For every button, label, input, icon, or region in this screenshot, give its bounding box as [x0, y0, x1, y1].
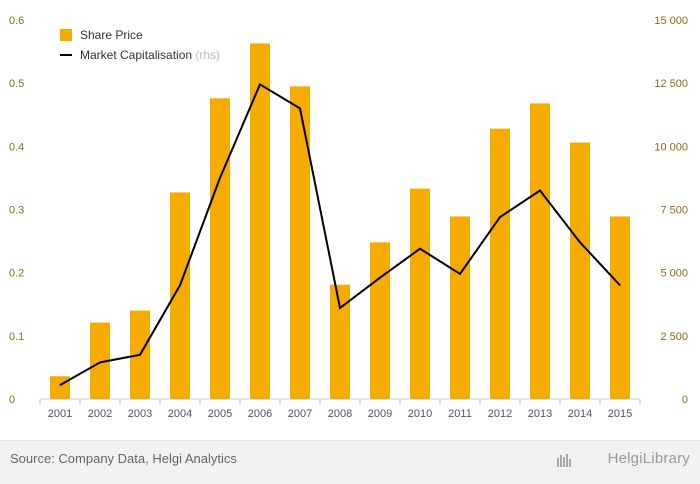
share-price-bar	[610, 216, 630, 399]
share-price-bar	[90, 322, 110, 399]
footer: Source: Company Data, Helgi Analytics He…	[0, 440, 700, 484]
share-price-bar	[170, 192, 190, 399]
y-left-tick-label: 0.1	[9, 331, 24, 343]
market-cap-point	[179, 284, 181, 286]
x-tick-label: 2011	[448, 408, 472, 420]
share-price-bar	[490, 128, 510, 399]
market-cap-point	[339, 307, 341, 309]
brand-logo-text: HelgiLibrary	[607, 450, 690, 467]
x-tick-label: 2010	[408, 408, 432, 420]
market-cap-point	[139, 354, 141, 356]
market-cap-point	[459, 273, 461, 275]
market-cap-point	[499, 216, 501, 218]
y-right-tick-label: 10 000	[654, 141, 688, 153]
share-price-bar	[450, 216, 470, 399]
market-cap-point	[579, 241, 581, 243]
y-right-tick-label: 0	[682, 394, 688, 406]
share-price-bar	[290, 86, 310, 399]
source-note: Source: Company Data, Helgi Analytics	[10, 451, 237, 466]
y-right-tick-label: 5 000	[660, 268, 688, 280]
x-tick-label: 2007	[288, 408, 312, 420]
y-left-tick-label: 0.6	[9, 15, 24, 27]
share-price-bar	[370, 242, 390, 399]
x-tick-label: 2004	[168, 408, 192, 420]
x-tick-label: 2005	[208, 408, 232, 420]
y-right-tick-label: 2 500	[660, 331, 688, 343]
market-cap-point	[379, 277, 381, 279]
x-tick-label: 2014	[568, 408, 592, 420]
share-price-bar	[410, 188, 430, 399]
x-tick-label: 2002	[88, 408, 112, 420]
x-tick-label: 2008	[328, 408, 352, 420]
legend-label-share-price: Share Price	[80, 28, 143, 42]
market-cap-point	[219, 177, 221, 179]
legend-label-market-cap: Market Capitalisation (rhs)	[80, 48, 220, 62]
y-right-tick-label: 12 500	[654, 78, 688, 90]
y-left-tick-label: 0.5	[9, 78, 24, 90]
share-price-bar	[50, 376, 70, 399]
y-left-tick-label: 0	[9, 394, 15, 406]
chart-svg: 0 0.1 0.2 0.3 0.4 0.5 0.6 0 2 500 5 000 7 500 10 00…	[9, 15, 688, 420]
share-price-bar	[250, 43, 270, 399]
legend-label-rhs: (rhs)	[195, 48, 220, 62]
y-left-tick-label: 0.3	[9, 205, 24, 217]
market-cap-point	[539, 190, 541, 192]
library-logo-icon	[557, 454, 571, 467]
share-price-bar	[210, 98, 230, 400]
y-left-tick-label: 0.4	[9, 141, 24, 153]
x-tick-label: 2003	[128, 408, 152, 420]
y-right-tick-label: 7 500	[660, 205, 688, 217]
share-price-bar	[330, 284, 350, 399]
market-cap-point	[59, 384, 61, 386]
legend-swatch-share-price	[60, 29, 72, 41]
market-cap-point	[299, 107, 301, 109]
x-tick-label: 2006	[248, 408, 272, 420]
x-tick-label: 2001	[48, 408, 72, 420]
y-left-tick-label: 0.2	[9, 268, 24, 280]
share-price-bar	[570, 142, 590, 399]
x-tick-label: 2012	[488, 408, 512, 420]
x-tick-label: 2009	[368, 408, 392, 420]
market-cap-point	[259, 83, 261, 85]
share-price-bar	[530, 103, 550, 399]
market-cap-point	[419, 248, 421, 250]
y-right-tick-label: 15 000	[654, 15, 688, 27]
x-tick-label: 2013	[528, 408, 552, 420]
market-cap-point	[99, 361, 101, 363]
market-cap-point	[619, 284, 621, 286]
x-tick-label: 2015	[608, 408, 632, 420]
